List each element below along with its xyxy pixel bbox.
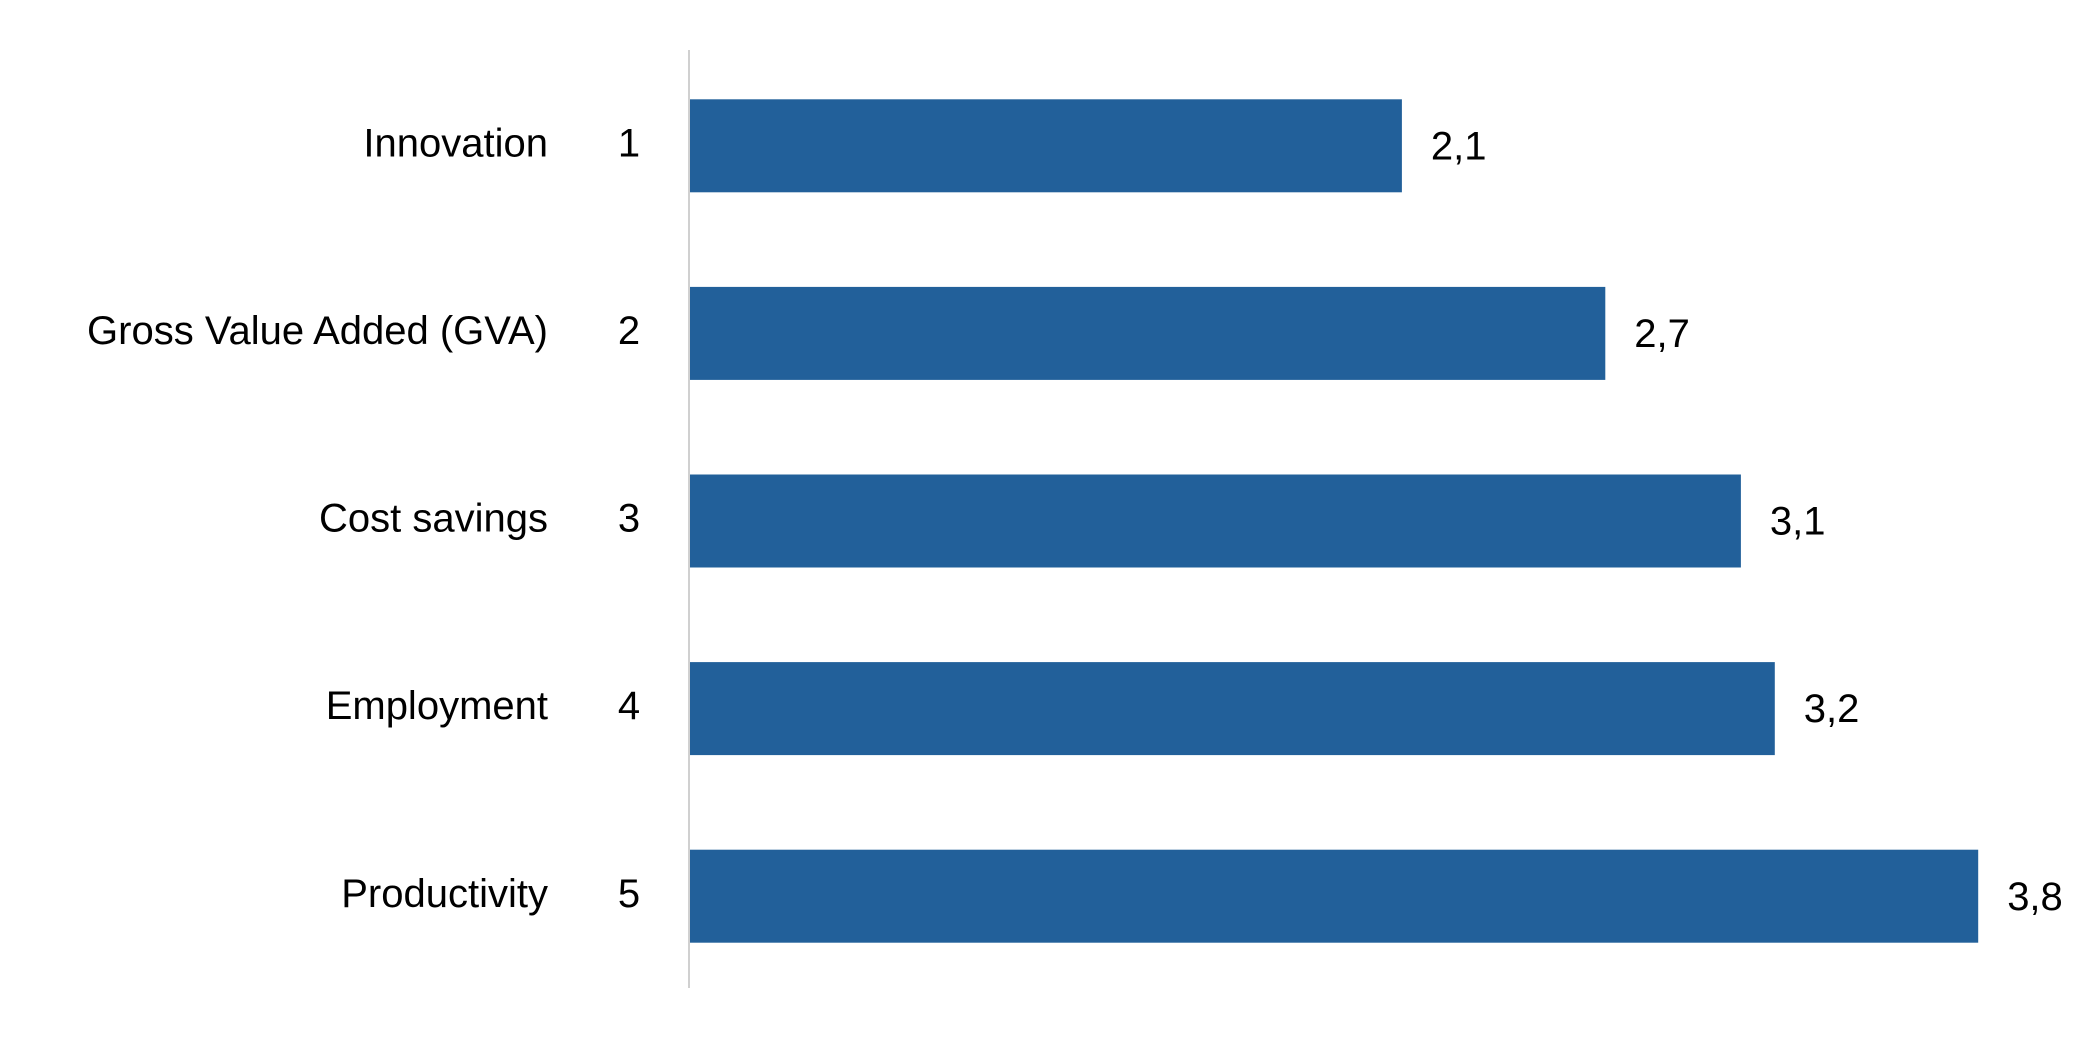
rank-label: 5 <box>618 872 640 916</box>
value-label: 2,7 <box>1634 312 1690 356</box>
category-label: Productivity <box>341 872 548 916</box>
value-label: 3,1 <box>1770 500 1826 544</box>
category-label: Employment <box>326 684 548 728</box>
value-label: 2,1 <box>1431 124 1487 168</box>
category-label: Gross Value Added (GVA) <box>87 309 548 353</box>
bar <box>690 474 1741 568</box>
value-label: 3,8 <box>2007 875 2063 919</box>
rank-label: 4 <box>618 684 640 728</box>
rank-label: 3 <box>618 497 640 541</box>
bar <box>690 99 1402 193</box>
bar <box>690 662 1775 756</box>
rank-label: 2 <box>618 309 640 353</box>
category-label: Cost savings <box>319 497 548 541</box>
rank-label: 1 <box>618 121 640 165</box>
value-label: 3,2 <box>1804 687 1860 731</box>
bar <box>690 849 1979 943</box>
bar <box>690 286 1606 380</box>
category-label: Innovation <box>363 121 548 165</box>
